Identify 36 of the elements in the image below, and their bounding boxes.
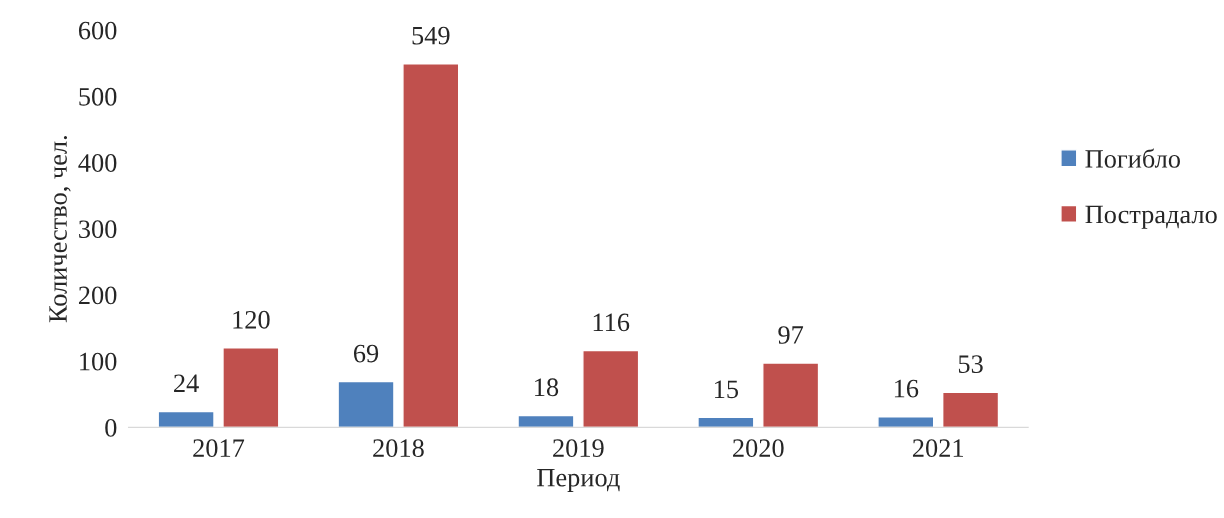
bar [517, 414, 575, 428]
x-tick-label: 2021 [912, 439, 963, 458]
data-label: 16 [894, 379, 919, 398]
data-label: 53 [958, 355, 983, 374]
bar [222, 347, 280, 428]
bar [157, 410, 215, 428]
data-label: 15 [715, 380, 739, 399]
data-label: 24 [174, 374, 199, 392]
data-label: 549 [412, 26, 450, 45]
y-tick-label: 500 [79, 87, 117, 106]
x-axis-title: Период [537, 468, 620, 492]
data-label: 18 [535, 378, 559, 397]
x-tick-label: 2019 [553, 439, 604, 458]
data-label: 97 [778, 326, 804, 344]
y-axis-title: Количество, чел. [49, 136, 71, 323]
data-label: 69 [353, 344, 379, 363]
y-tick-label: 400 [78, 154, 117, 172]
bar [762, 362, 820, 428]
bar [402, 63, 460, 428]
data-label: 120 [233, 310, 270, 329]
bar [941, 391, 1000, 428]
x-tick-label: 2020 [733, 439, 784, 458]
bar [697, 416, 755, 428]
bar [877, 416, 935, 428]
y-tick-label: 0 [105, 418, 117, 437]
y-tick-label: 200 [78, 286, 117, 305]
x-tick-label: 2017 [193, 439, 245, 458]
y-tick-label: 300 [79, 220, 117, 239]
bar [337, 380, 395, 428]
legend-label: Пострадало [1085, 205, 1217, 229]
y-tick-label: 600 [78, 21, 117, 40]
x-tick-label: 2018 [373, 439, 424, 458]
legend-label: Погибло [1085, 148, 1180, 168]
y-tick-label: 100 [80, 352, 117, 371]
data-label: 116 [593, 313, 630, 332]
bar [582, 349, 640, 428]
